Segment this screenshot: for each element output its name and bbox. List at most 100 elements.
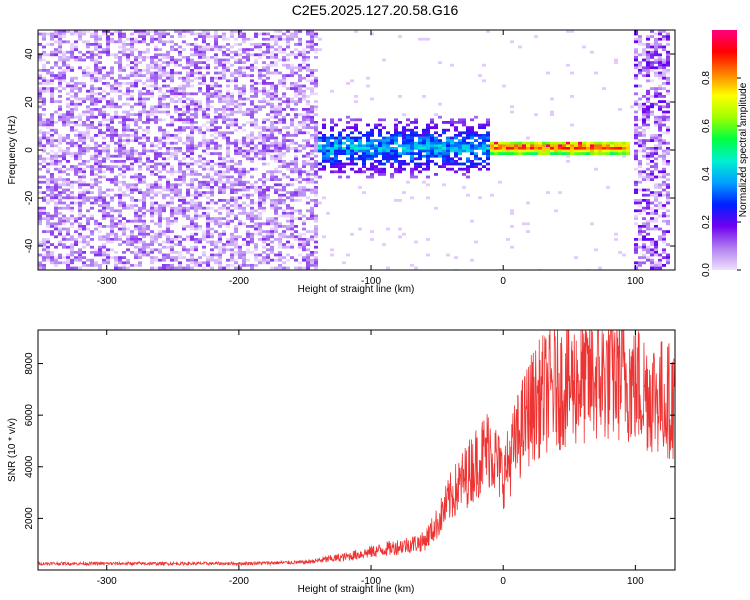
spectrogram-cell	[458, 131, 462, 135]
spectrogram-cell	[110, 170, 114, 174]
spectrogram-cell	[134, 74, 138, 77]
spectrogram-cell	[638, 118, 642, 122]
spectrogram-cell	[654, 243, 658, 246]
spectrogram-cell	[246, 217, 250, 220]
spectrogram-cell	[186, 251, 190, 254]
spectrogram-cell	[486, 134, 490, 137]
spectrogram-cell	[634, 251, 638, 254]
spectrogram-cell	[102, 251, 106, 254]
spectrogram-cell	[206, 167, 210, 171]
spectrogram-cell	[182, 196, 186, 200]
colorbar-label: Normalized spectral amplitude	[738, 82, 749, 217]
spectrogram-cell	[138, 53, 142, 57]
spectrogram-cell	[642, 217, 646, 220]
spectrogram-cell	[282, 121, 286, 124]
spectrogram-cell	[174, 48, 178, 51]
spectrogram-cell	[218, 232, 222, 236]
spectrogram-cell	[178, 199, 182, 202]
spectrogram-cell	[110, 87, 114, 90]
spectrogram-cell	[646, 71, 650, 75]
spectrogram-cell	[158, 251, 162, 254]
spectrogram-cell	[134, 79, 138, 83]
spectrogram-cell	[234, 79, 238, 83]
spectrogram-cell	[410, 131, 414, 135]
spectrogram-cell	[98, 108, 102, 111]
spectrogram-cell	[118, 154, 122, 158]
spectrogram-cell	[382, 58, 386, 62]
spectrogram-cell	[358, 141, 362, 145]
spectrogram-cell	[238, 110, 242, 114]
spectrogram-cell	[38, 209, 42, 213]
spectrogram-cell	[78, 180, 82, 184]
spectrogram-cell	[90, 165, 94, 168]
spectrogram-cell	[646, 219, 650, 223]
spectrogram-cell	[110, 66, 114, 70]
spectrogram-cell	[98, 165, 102, 168]
spectrogram-cell	[462, 123, 466, 127]
spectrogram-cell	[402, 136, 406, 140]
spectrogram-cell	[362, 154, 366, 158]
spectrogram-cell	[278, 235, 282, 239]
spectrogram-cell	[662, 157, 666, 161]
spectrogram-cell	[66, 58, 70, 62]
spectrogram-cell	[114, 102, 118, 106]
spectrogram-cell	[294, 95, 298, 98]
spectrogram-cell	[626, 147, 630, 150]
spectrogram-cell	[210, 167, 214, 171]
spectrogram-cell	[282, 154, 286, 158]
spectrogram-cell	[142, 50, 146, 54]
spectrogram-cell	[42, 108, 46, 111]
spectrogram-cell	[486, 118, 490, 122]
spectrogram-cell	[194, 160, 198, 163]
spectrogram-cell	[266, 222, 270, 226]
spectrogram-cell	[274, 147, 278, 150]
spectrogram-cell	[214, 71, 218, 75]
spectrogram-cell	[118, 58, 122, 62]
spectrogram-cell	[110, 89, 114, 93]
spectrogram-cell	[210, 256, 214, 259]
spectrogram-cell	[422, 95, 426, 98]
spectrogram-cell	[306, 175, 310, 179]
spectrogram-cell	[106, 37, 110, 41]
spectrogram-cell	[122, 160, 126, 163]
spectrogram-cell	[254, 253, 258, 257]
spectrogram-cell	[398, 95, 402, 98]
spectrogram-cell	[106, 30, 110, 33]
spectrogram-cell	[98, 266, 102, 270]
spectrogram-cell	[62, 222, 66, 226]
spectrogram-cell	[130, 149, 134, 153]
spectrogram-cell	[478, 144, 482, 148]
spectrogram-cell	[166, 136, 170, 140]
spectrogram-cell	[226, 225, 230, 228]
spectrogram-cell	[434, 141, 438, 145]
spectrogram-cell	[138, 238, 142, 241]
spectrogram-cell	[254, 121, 258, 124]
spectrogram-cell	[226, 131, 230, 135]
spectrogram-cell	[38, 214, 42, 218]
spectrogram-cell	[170, 222, 174, 226]
spectrogram-cell	[174, 209, 178, 213]
spectrogram-cell	[150, 188, 154, 192]
spectrogram-cell	[246, 264, 250, 267]
spectrogram-cell	[302, 232, 306, 236]
spectrogram-cell	[250, 183, 254, 187]
spectrogram-cell	[238, 206, 242, 210]
spectrogram-cell	[550, 147, 554, 150]
spectrogram-cell	[50, 154, 54, 158]
spectrogram-cell	[70, 100, 74, 103]
spectrogram-cell	[418, 157, 422, 161]
spectrogram-cell	[654, 217, 658, 220]
spectrogram-cell	[354, 136, 358, 140]
spectrogram-cell	[202, 113, 206, 116]
spectrogram-cell	[230, 251, 234, 254]
spectrogram-cell	[662, 167, 666, 171]
spectrogram-cell	[222, 173, 226, 176]
spectrogram-cell	[194, 196, 198, 200]
spectrogram-cell	[126, 141, 130, 145]
spectrogram-cell	[314, 170, 318, 174]
spectrogram-cell	[166, 95, 170, 98]
spectrogram-cell	[82, 235, 86, 239]
spectrogram-cell	[222, 66, 226, 70]
spectrogram-cell	[166, 230, 170, 233]
spectrogram-cell	[130, 32, 134, 36]
